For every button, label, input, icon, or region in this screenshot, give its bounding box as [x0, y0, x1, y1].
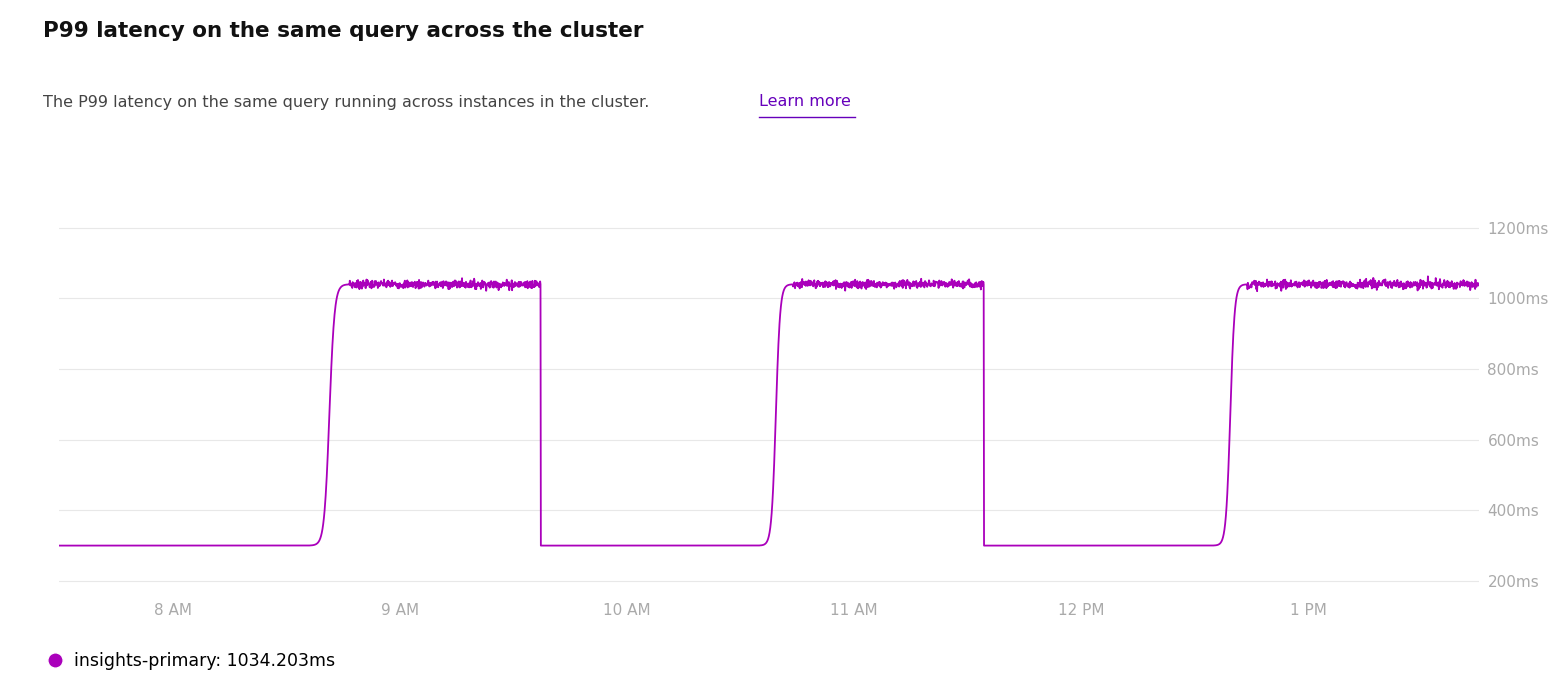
Text: P99 latency on the same query across the cluster: P99 latency on the same query across the… — [43, 21, 644, 41]
Text: Learn more: Learn more — [759, 94, 850, 109]
Text: The P99 latency on the same query running across instances in the cluster.: The P99 latency on the same query runnin… — [43, 94, 655, 109]
Legend: insights-primary: 1034.203ms: insights-primary: 1034.203ms — [40, 645, 343, 678]
